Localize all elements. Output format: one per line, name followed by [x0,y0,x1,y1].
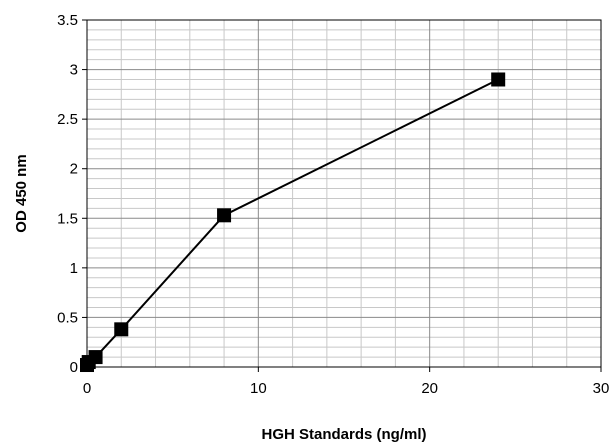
y-tick-label: 0 [70,359,78,376]
y-axis-title: OD 450 nm [13,154,30,232]
y-tick-label: 2.5 [57,111,78,128]
y-tick-label: 3.5 [57,12,78,29]
minor-gridlines [87,20,601,367]
y-tick-label: 2 [70,161,78,178]
y-tick-label: 0.5 [57,309,78,326]
x-axis-ticks: 0 10 20 30 [83,367,610,397]
y-tick-label: 3 [70,62,78,79]
x-tick-label: 10 [250,380,267,397]
plot-area-frame [86,19,602,368]
data-point [491,72,506,87]
major-gridlines [87,20,601,367]
data-point [217,208,232,223]
x-tick-label: 20 [421,380,438,397]
data-series [80,72,506,373]
x-tick-label: 30 [593,380,610,397]
x-tick-label: 0 [83,380,91,397]
y-tick-label: 1.5 [57,210,78,227]
x-axis-title: HGH Standards (ng/ml) [261,426,426,443]
y-axis-ticks: 0 0.5 1 1.5 2 2.5 3 3.5 [57,12,87,376]
data-point [88,350,103,365]
y-tick-label: 1 [70,260,78,277]
data-point [114,322,129,337]
